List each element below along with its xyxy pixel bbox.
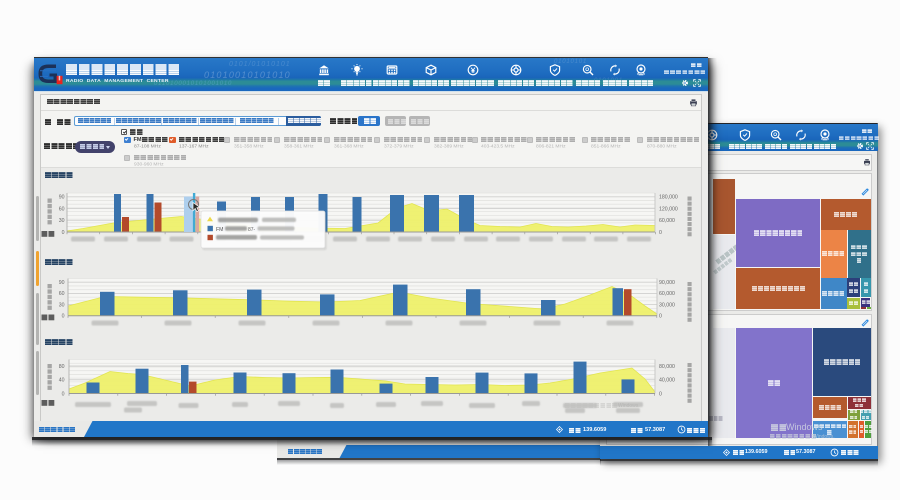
svg-text:0: 0 <box>659 230 662 236</box>
svg-text:90,000: 90,000 <box>659 280 675 286</box>
svg-text:87-: 87- <box>248 227 256 233</box>
svg-text:40,000: 40,000 <box>659 378 675 384</box>
svg-text:0: 0 <box>62 314 65 320</box>
svg-text:0: 0 <box>659 391 662 397</box>
svg-text:40: 40 <box>59 378 65 384</box>
svg-text:0: 0 <box>62 230 65 236</box>
svg-text:60: 60 <box>59 291 65 297</box>
svg-text:180,000: 180,000 <box>659 195 678 201</box>
svg-text:30: 30 <box>59 302 65 308</box>
svg-text:FM: FM <box>216 227 224 233</box>
svg-text:90: 90 <box>59 280 65 286</box>
svg-text:80,000: 80,000 <box>659 364 675 370</box>
svg-text:120,000: 120,000 <box>659 206 678 212</box>
svg-text:60,000: 60,000 <box>659 218 675 224</box>
svg-text:90: 90 <box>59 195 65 201</box>
svg-text:80: 80 <box>59 364 65 370</box>
svg-text:30,000: 30,000 <box>659 302 675 308</box>
svg-text:60,000: 60,000 <box>659 291 675 297</box>
svg-text:60: 60 <box>59 206 65 212</box>
svg-text:0: 0 <box>659 314 662 320</box>
svg-text:0: 0 <box>62 391 65 397</box>
svg-text:30: 30 <box>59 218 65 224</box>
